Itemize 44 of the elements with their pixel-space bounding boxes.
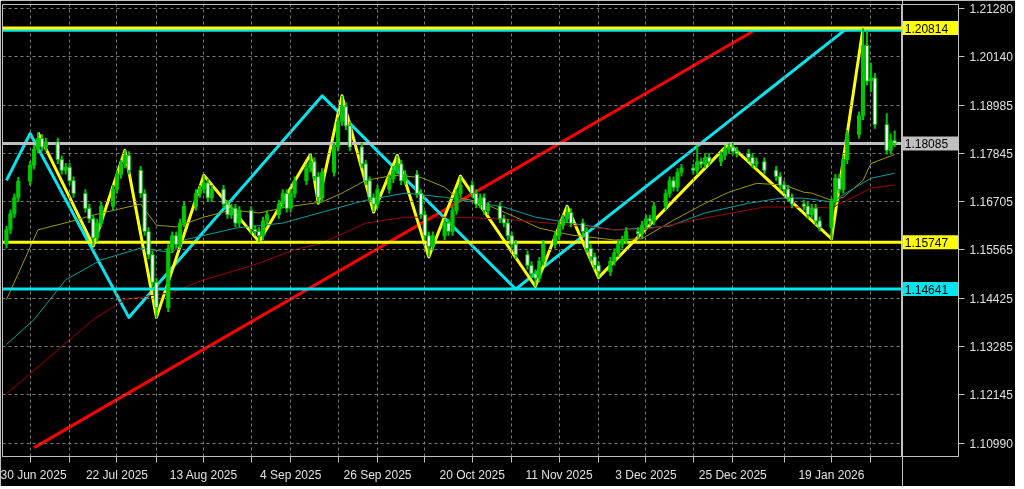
- y-tick-label: 1.15565: [969, 243, 1014, 258]
- x-tick-label: 30 Jun 2025: [0, 467, 67, 482]
- x-tick-label: 25 Dec 2025: [698, 467, 768, 482]
- candlestick: [651, 200, 656, 227]
- y-tick-label: 1.18985: [969, 98, 1014, 113]
- candlestick: [695, 143, 700, 176]
- y-tick-label: 1.16705: [969, 195, 1014, 210]
- candlestick: [482, 192, 487, 216]
- y-tick-label: 1.17845: [969, 147, 1014, 162]
- y-tick-label: 1.14425: [969, 291, 1014, 306]
- ref-line-label: 1.20814: [904, 21, 949, 36]
- x-tick-label: 13 Aug 2025: [169, 467, 238, 482]
- x-tick-label: 20 Oct 2025: [439, 467, 506, 482]
- ref-line-label: 1.14641: [904, 282, 949, 297]
- x-tick-label: 19 Jan 2026: [798, 467, 865, 482]
- y-tick-label: 1.10990: [969, 436, 1014, 451]
- x-tick-label: 22 Jul 2025: [85, 467, 149, 482]
- candlestick: [568, 207, 573, 229]
- candlestick: [430, 230, 435, 252]
- ref-line-label: 1.15747: [904, 235, 949, 250]
- x-tick-label: 11 Nov 2025: [525, 467, 593, 482]
- y-tick-label: 1.21280: [969, 1, 1014, 16]
- line-series: [5, 184, 896, 395]
- line-series: [5, 154, 896, 301]
- candlestick: [126, 150, 131, 176]
- ref-line-label: 1.18085: [904, 136, 949, 151]
- candlestick: [375, 184, 380, 210]
- candlestick: [201, 174, 206, 195]
- y-tick-label: 1.12145: [969, 388, 1014, 403]
- candlestick: [193, 188, 198, 212]
- x-tick-label: 26 Sep 2025: [343, 467, 412, 482]
- line-series: [5, 172, 896, 345]
- candlestick: [237, 205, 242, 229]
- y-tick-label: 1.13285: [969, 339, 1014, 354]
- candlestick: [675, 167, 680, 193]
- candlestick: [249, 205, 254, 235]
- candlestick: [284, 188, 289, 214]
- candlestick: [497, 200, 502, 225]
- candlestick: [442, 217, 447, 242]
- y-tick-label: 1.20140: [969, 50, 1014, 65]
- x-tick-label: 3 Dec 2025: [615, 467, 677, 482]
- candlestick: [399, 158, 404, 187]
- x-tick-label: 4 Sep 2025: [259, 467, 322, 482]
- candlestick: [233, 203, 238, 229]
